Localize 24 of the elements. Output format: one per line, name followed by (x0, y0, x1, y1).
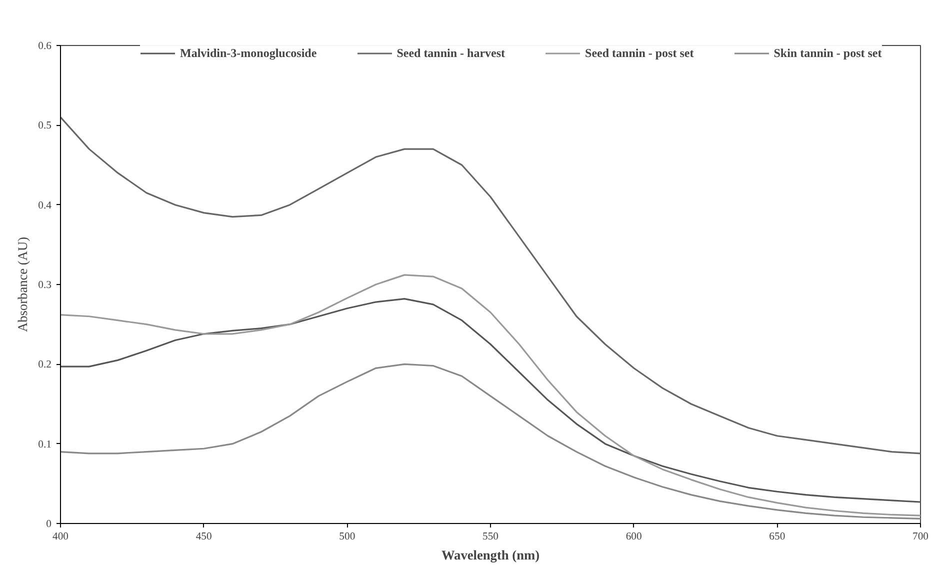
x-tick-label: 400 (52, 532, 68, 542)
x-axis-title: Wavelength (nm) (441, 548, 540, 562)
line-series (60, 274, 920, 516)
y-axis-title: Absorbance (AU) (15, 236, 30, 332)
y-tick-label: 0.4 (38, 200, 52, 212)
x-tick-label: 550 (482, 532, 498, 542)
line-series (60, 116, 920, 454)
legend-label: Seed tannin - post set (585, 46, 694, 60)
y-tick-label: 0.5 (38, 120, 52, 132)
y-tick-label: 0.2 (38, 360, 52, 371)
line-series (60, 298, 920, 503)
legend-label: Skin tannin - post set (774, 46, 882, 60)
y-tick-label: 0.6 (38, 41, 52, 52)
x-tick-label: 500 (339, 532, 356, 542)
x-tick-label: 450 (196, 532, 212, 542)
legend-label: Seed tannin - harvest (396, 46, 506, 60)
y-tick-label: 0.1 (38, 439, 52, 450)
y-tick-label: 0.3 (38, 280, 52, 291)
x-tick-label: 650 (769, 532, 786, 542)
legend-label: Malvidin-3-monoglucoside (180, 46, 317, 60)
y-tick-label: 0 (46, 519, 52, 530)
x-tick-label: 600 (626, 532, 642, 542)
line-series (60, 363, 920, 520)
x-tick-label: 700 (912, 532, 928, 542)
